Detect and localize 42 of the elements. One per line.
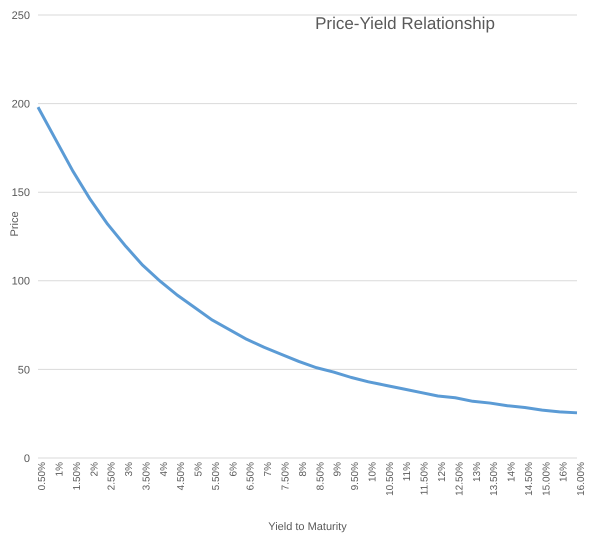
line-series [36, 106, 578, 414]
y-tick-label: 100 [12, 276, 30, 288]
x-tick-label: 0.50% [37, 462, 48, 490]
x-tick-label: 1.50% [72, 462, 83, 490]
x-tick-label: 16.00% [576, 462, 588, 496]
x-tick-label: 14.50% [524, 462, 535, 496]
x-tick-label: 4% [158, 462, 170, 476]
x-tick-label: 14% [506, 462, 518, 482]
x-tick-label: 4.50% [176, 462, 188, 490]
x-tick-label: 10% [367, 462, 378, 482]
x-tick-label: 12% [437, 462, 448, 482]
y-tick-label: 150 [12, 187, 30, 200]
x-tick-label: 13% [472, 462, 483, 482]
x-tick-label: 8% [298, 462, 309, 476]
x-tick-label: 3% [124, 462, 136, 476]
y-tick-label: 200 [12, 98, 30, 111]
x-tick-label: 5% [194, 462, 205, 476]
y-tick-label: 250 [12, 10, 30, 22]
x-tick-label: 2.50% [106, 462, 118, 490]
y-tick-label: 50 [18, 364, 30, 376]
x-tick-label: 9.50% [350, 462, 362, 490]
x-tick-label: 13.50% [489, 462, 500, 496]
y-tick-label: 0 [24, 452, 30, 465]
x-tick-label: 11% [402, 462, 414, 482]
x-tick-label: 2% [89, 462, 100, 476]
x-tick-label: 6% [228, 462, 240, 476]
x-tick-label: 10.50% [384, 462, 396, 496]
x-tick-label: 5.50% [210, 462, 222, 490]
x-tick-label: 8.50% [315, 462, 326, 490]
x-tick-label: 11.50% [420, 462, 431, 496]
x-tick-label: 15.00% [541, 462, 552, 496]
x-tick-label: 7.50% [280, 462, 292, 490]
x-tick-label: 16% [558, 462, 570, 482]
x-tick-label: 9% [332, 462, 344, 476]
x-tick-label: 3.50% [141, 462, 152, 490]
chart-title: Price-Yield Relationship [314, 14, 496, 34]
y-axis-title: Price [8, 211, 21, 236]
x-tick-label: 7% [263, 462, 274, 476]
x-tick-label: 6.50% [246, 462, 257, 490]
x-tick-label: 1% [54, 462, 66, 476]
x-tick-label: 12.50% [454, 462, 466, 496]
x-axis-title: Yield to Maturity [268, 521, 348, 533]
